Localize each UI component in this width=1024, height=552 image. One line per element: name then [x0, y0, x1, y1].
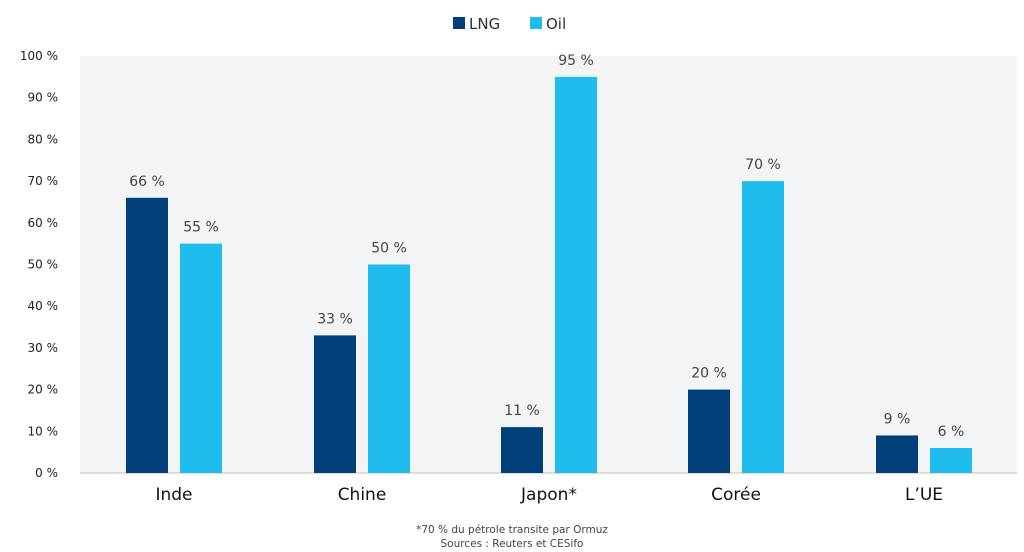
plot-background	[80, 56, 1017, 473]
footnote-sources: Sources : Reuters et CESifo	[441, 538, 584, 550]
bar-oil-l-ue	[930, 447, 972, 473]
data-label-lng-coree: 20 %	[691, 366, 727, 382]
legend-label-lng: LNG	[469, 15, 500, 33]
bar-oil-japon	[555, 76, 597, 473]
x-axis: Inde Chine Japon* Corée L’UE	[155, 485, 943, 505]
data-label-lng-inde: 66 %	[129, 174, 165, 190]
x-category-label-coree: Corée	[711, 485, 761, 505]
y-tick-label: 10 %	[28, 424, 59, 438]
legend-label-oil: Oil	[546, 15, 566, 33]
y-tick-label: 70 %	[28, 174, 59, 188]
bar-lng-chine	[314, 335, 356, 473]
bar-oil-inde	[180, 243, 222, 473]
footnote-note: *70 % du pétrole transite par Ormuz	[416, 524, 608, 536]
data-label-oil-chine: 50 %	[371, 241, 407, 257]
bar-lng-coree	[688, 389, 730, 473]
x-category-label-inde: Inde	[155, 485, 192, 505]
y-tick-label: 20 %	[28, 383, 59, 397]
data-label-oil-l-ue: 6 %	[938, 424, 965, 440]
legend: LNG Oil	[453, 15, 566, 33]
y-tick-label: 90 %	[28, 91, 59, 105]
x-category-label-japon: Japon*	[520, 485, 577, 505]
x-category-label-l-ue: L’UE	[905, 485, 943, 505]
legend-swatch-oil	[530, 17, 542, 29]
data-label-oil-coree: 70 %	[745, 157, 781, 173]
data-label-lng-japon: 11 %	[504, 403, 540, 419]
data-labels: 66 % 55 % 33 % 50 % 11 % 95 % 20 % 70 % 9 % 6 %	[129, 53, 964, 440]
bar-oil-coree	[742, 181, 784, 473]
bar-lng-l-ue	[876, 435, 918, 473]
data-label-oil-japon: 95 %	[558, 53, 594, 69]
bars	[126, 76, 972, 473]
data-label-oil-inde: 55 %	[183, 220, 219, 236]
y-tick-label: 40 %	[28, 299, 59, 313]
bar-lng-inde	[126, 197, 168, 473]
x-category-label-chine: Chine	[338, 485, 387, 505]
bar-lng-japon	[501, 427, 543, 473]
y-tick-label: 0 %	[35, 466, 58, 480]
y-tick-label: 80 %	[28, 132, 59, 146]
data-label-lng-chine: 33 %	[317, 311, 353, 327]
bar-oil-chine	[368, 264, 410, 473]
y-axis: 0 % 10 % 20 % 30 % 40 % 50 % 60 % 70 % 80 % 90 % 1…	[20, 49, 58, 480]
data-label-lng-l-ue: 9 %	[884, 411, 911, 427]
y-tick-label: 100 %	[20, 49, 58, 63]
legend-swatch-lng	[453, 17, 465, 29]
y-tick-label: 50 %	[28, 258, 59, 272]
y-tick-label: 60 %	[28, 216, 59, 230]
y-tick-label: 30 %	[28, 341, 59, 355]
